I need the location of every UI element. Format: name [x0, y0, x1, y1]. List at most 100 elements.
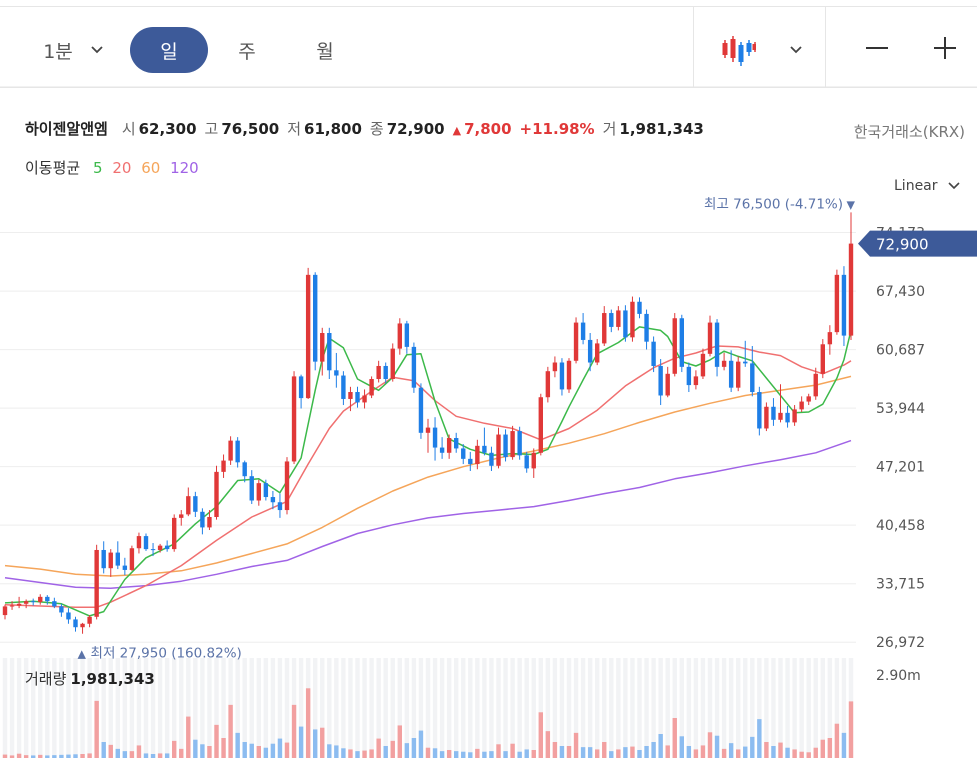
volume-bar-track — [764, 658, 769, 758]
candle-body — [595, 343, 600, 363]
volume-bar-track — [834, 658, 840, 758]
day-period-tab[interactable]: 일 — [130, 27, 208, 73]
volume-bar-track — [108, 658, 113, 758]
volume-bar — [841, 732, 847, 758]
week-period-tab[interactable]: 주 — [238, 40, 256, 63]
candle-body — [305, 274, 311, 399]
volume-bar-track — [475, 658, 480, 758]
volume-bar-track — [23, 658, 29, 758]
candle — [764, 402, 769, 432]
volume-bar-track — [334, 658, 339, 758]
candle — [623, 305, 628, 342]
candle-body — [38, 596, 43, 603]
candle — [362, 389, 367, 409]
volume-panel-value: 1,981,343 — [70, 670, 155, 688]
volume-panel — [0, 658, 856, 758]
ma-5-label[interactable]: 5 — [92, 159, 103, 177]
volume-bar-track — [207, 658, 212, 758]
volume-bar-track — [496, 658, 501, 758]
low-value: 61,800 — [304, 120, 362, 138]
volume-bar-track — [602, 658, 607, 758]
candle — [87, 615, 92, 628]
minus-icon — [865, 36, 889, 64]
candle — [411, 342, 417, 393]
volume-bar-track — [707, 658, 713, 758]
candle-body — [538, 397, 543, 453]
volume-bar-track — [45, 658, 50, 758]
candle — [52, 597, 57, 609]
volume-bar-track — [587, 658, 593, 758]
volume-bar-track — [461, 658, 466, 758]
zoom-in-button[interactable] — [922, 27, 968, 73]
chart-type-dropdown[interactable] — [700, 27, 820, 73]
volume-bar — [778, 742, 783, 758]
volume-bar — [193, 739, 198, 758]
volume-bar — [235, 732, 240, 758]
candle-body — [193, 496, 198, 512]
price-tick-label: 67,430 — [876, 284, 925, 300]
candle-body — [806, 396, 811, 402]
volume-bar — [538, 712, 543, 758]
volume-bar-track — [256, 658, 261, 758]
ma-120-line — [4, 439, 852, 589]
candle-body — [425, 427, 431, 433]
candle — [334, 352, 339, 388]
high-value: 76,500 — [221, 120, 280, 138]
volume-bar — [383, 746, 388, 758]
candle-body — [327, 333, 332, 371]
volume-bar-track — [313, 658, 318, 758]
volume-bar — [630, 746, 635, 758]
candle-body — [848, 243, 854, 336]
candle — [263, 479, 269, 501]
candle — [792, 405, 797, 426]
volume-bar — [721, 748, 727, 758]
volume-bar — [559, 746, 565, 758]
candle-body — [489, 452, 494, 466]
volume-bar-track — [489, 658, 494, 758]
volume-panel-label: 거래량 1,981,343 — [25, 668, 155, 689]
candle — [750, 346, 755, 397]
volume-bar — [249, 743, 254, 758]
ma-120-label[interactable]: 120 — [170, 159, 199, 177]
volume-bar-track — [115, 658, 120, 758]
candle-body — [545, 371, 551, 398]
candle — [728, 350, 734, 393]
volume-bar-track — [101, 658, 106, 758]
volume-bar — [186, 716, 191, 758]
volume-bar — [503, 751, 508, 758]
ma-60-label[interactable]: 60 — [141, 159, 161, 177]
candle-body — [799, 401, 804, 410]
volume-bar-track — [221, 658, 226, 758]
volume-bar — [686, 746, 692, 758]
candle — [658, 359, 663, 406]
scale-dropdown[interactable]: Linear — [894, 178, 960, 194]
volume-bar — [658, 734, 663, 758]
candle — [129, 545, 135, 571]
volume-bar — [31, 755, 36, 758]
candle — [31, 598, 36, 606]
volume-bar — [750, 736, 755, 758]
volume-bar — [242, 742, 247, 758]
volume-bar-track — [157, 658, 163, 758]
volume-bar — [221, 738, 226, 758]
volume-bar-track — [573, 658, 579, 758]
candle — [305, 267, 311, 399]
volume-bar-track — [468, 658, 473, 758]
zoom-out-button[interactable] — [854, 27, 900, 73]
open-value: 62,300 — [138, 120, 197, 138]
volume-bar — [369, 749, 374, 758]
ma-20-label[interactable]: 20 — [112, 159, 132, 177]
candle — [369, 376, 374, 399]
volume-bar-track — [404, 658, 410, 758]
month-period-tab[interactable]: 월 — [316, 40, 334, 63]
volume-bar — [757, 719, 762, 758]
candle — [848, 212, 854, 340]
minute-period-dropdown[interactable]: 1분 — [28, 27, 118, 73]
candle — [700, 348, 706, 379]
volume-bar-track — [122, 658, 128, 758]
volume-bar-track — [806, 658, 811, 758]
volume-bar-track — [390, 658, 395, 758]
volume-bar-track — [129, 658, 135, 758]
candle — [587, 333, 593, 372]
